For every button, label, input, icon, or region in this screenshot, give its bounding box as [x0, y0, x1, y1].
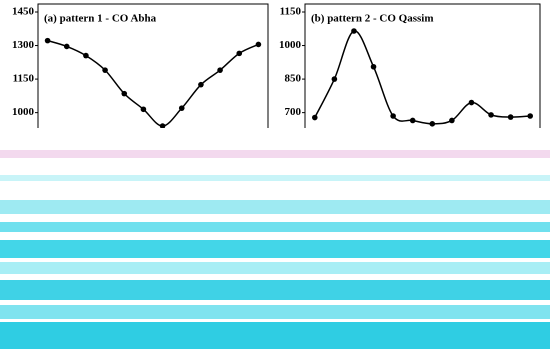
marker [217, 67, 223, 73]
marker [351, 28, 357, 34]
y-tick-label: 1450 [12, 6, 35, 18]
noise [0, 150, 550, 158]
y-tick-label: 850 [285, 73, 302, 85]
noise [0, 222, 550, 232]
noise [0, 175, 550, 181]
marker [507, 114, 514, 120]
noise [0, 305, 550, 319]
marker [102, 67, 108, 73]
y-tick-label: 1000 [279, 39, 302, 51]
marker [468, 99, 475, 106]
marker [63, 43, 70, 50]
marker [331, 76, 338, 82]
marker [159, 123, 166, 129]
noise [0, 262, 550, 274]
chart-title: (a) pattern 1 - CO Abha [44, 13, 157, 25]
marker [488, 112, 494, 118]
marker [527, 113, 534, 119]
marker [370, 63, 377, 70]
noise [0, 200, 550, 214]
y-tick-label: 1150 [13, 73, 35, 85]
y-tick-label: 1150 [280, 6, 302, 18]
y-tick-label: 1300 [12, 39, 35, 51]
noise [0, 280, 550, 300]
noise [0, 240, 550, 258]
marker [198, 81, 204, 88]
marker [255, 41, 262, 48]
y-tick-label: 1000 [12, 106, 35, 118]
marker [409, 117, 416, 124]
marker [311, 114, 318, 121]
y-tick-label: 700 [285, 106, 302, 118]
marker [44, 37, 51, 44]
marker [178, 105, 185, 111]
chart-title: (b) pattern 2 - CO Qassim [311, 13, 434, 25]
noise [0, 322, 550, 349]
marker [236, 50, 243, 57]
marker [121, 90, 128, 97]
marker [140, 106, 147, 113]
marker [429, 121, 436, 127]
marker [449, 117, 455, 124]
marker [83, 52, 89, 59]
marker [390, 113, 396, 119]
